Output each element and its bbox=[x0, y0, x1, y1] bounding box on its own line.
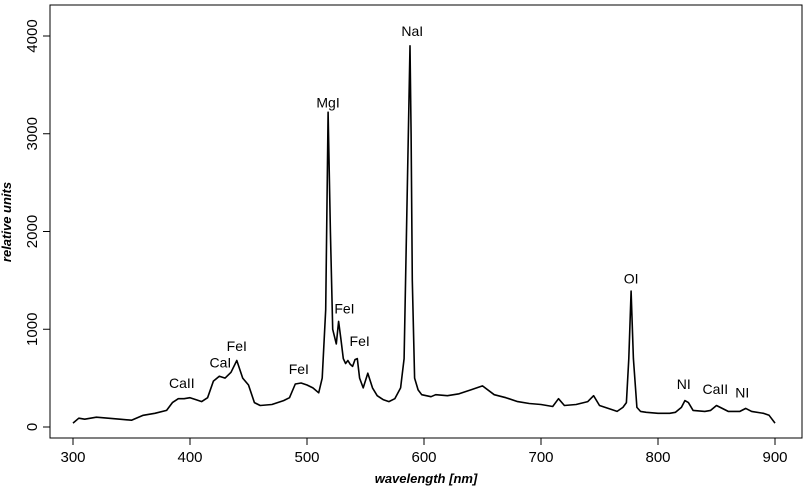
series-line bbox=[72, 45, 776, 424]
y-tick-label: 3000 bbox=[24, 117, 41, 150]
peak-label: CaII bbox=[702, 381, 728, 397]
peak-label: CaI bbox=[210, 354, 232, 370]
x-tick-label: 500 bbox=[294, 449, 319, 466]
y-tick-label: 1000 bbox=[24, 313, 41, 346]
peak-label: FeI bbox=[334, 301, 354, 317]
y-tick-label: 4000 bbox=[24, 19, 41, 52]
x-axis-title: wavelength [nm] bbox=[375, 471, 478, 486]
x-tick-label: 300 bbox=[60, 449, 85, 466]
y-axis: 0 1000 2000 3000 4000 bbox=[24, 19, 50, 431]
y-axis-title: relative units bbox=[0, 182, 14, 262]
x-tick-label: 600 bbox=[411, 449, 436, 466]
x-tick-label: 700 bbox=[528, 449, 553, 466]
y-tick-label: 2000 bbox=[24, 215, 41, 248]
x-tick-label: 800 bbox=[645, 449, 670, 466]
peak-label: MgI bbox=[316, 94, 339, 110]
peak-label: OI bbox=[624, 270, 639, 286]
x-axis: 300 400 500 600 700 800 900 bbox=[60, 438, 788, 466]
peak-label: NaI bbox=[401, 23, 423, 39]
peak-label: FeI bbox=[289, 361, 309, 377]
plot-frame bbox=[49, 4, 803, 439]
x-tick-label: 900 bbox=[762, 449, 787, 466]
peak-label: FeI bbox=[350, 333, 370, 349]
peak-label: NI bbox=[677, 376, 691, 392]
x-tick-label: 400 bbox=[177, 449, 202, 466]
peak-label: FeI bbox=[227, 338, 247, 354]
peak-label: NI bbox=[735, 385, 749, 401]
peak-label: CaII bbox=[169, 375, 195, 391]
y-tick-label: 0 bbox=[24, 423, 41, 431]
